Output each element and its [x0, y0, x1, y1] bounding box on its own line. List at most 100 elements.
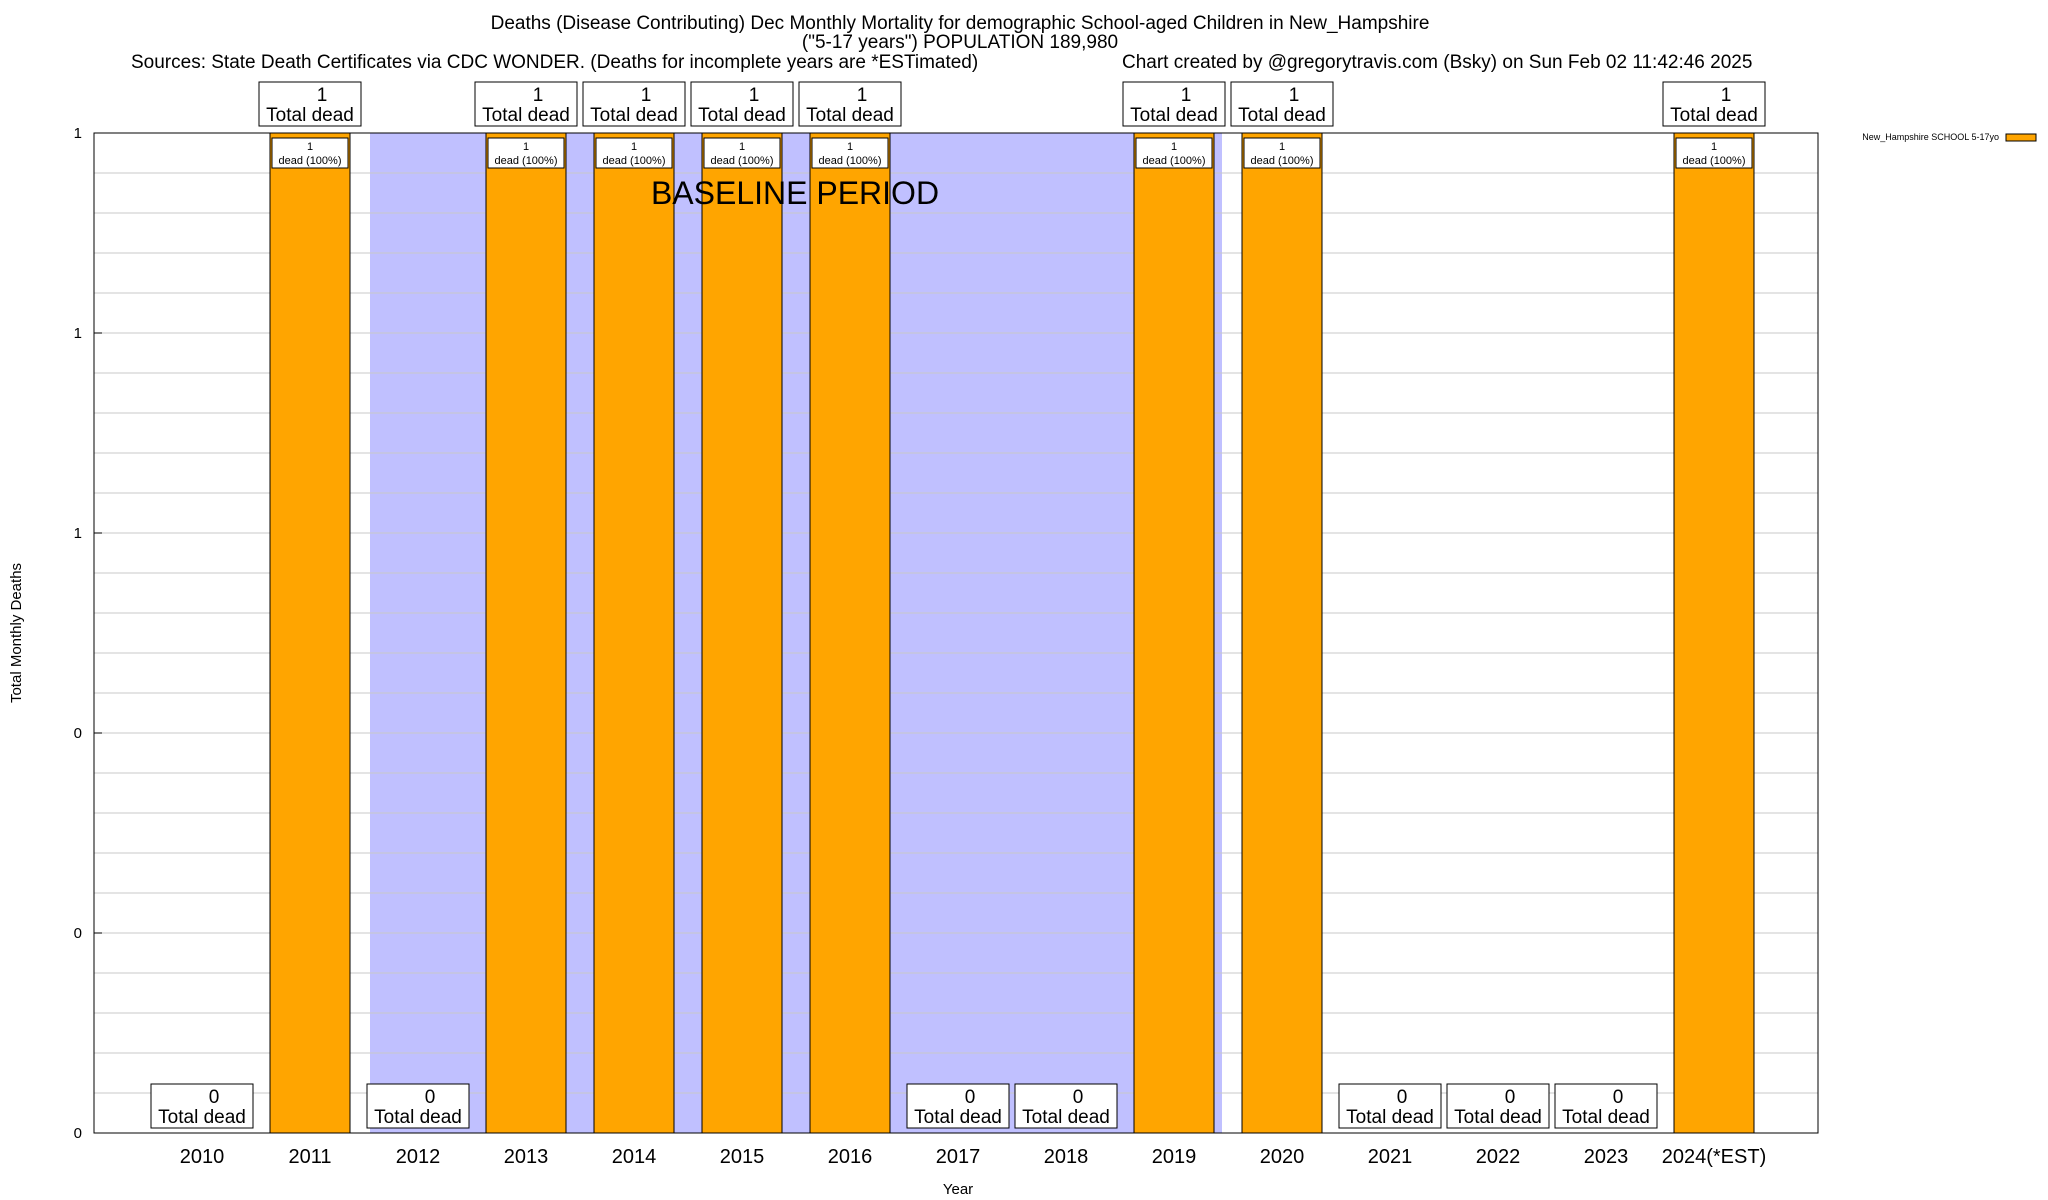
- segment-label-pct: dead (100%): [603, 155, 666, 167]
- bar-2024(*EST): [1673, 132, 1755, 1134]
- x-tick-label: 2014: [612, 1146, 657, 1168]
- total-label-text: Total dead: [1562, 1107, 1650, 1128]
- total-label-text: Total dead: [482, 105, 570, 126]
- segment-label-count: 1: [307, 141, 313, 153]
- total-label-count: 0: [1397, 1087, 1408, 1108]
- bar-2019: [1133, 132, 1215, 1134]
- x-tick-label: 2024(*EST): [1662, 1146, 1767, 1168]
- total-label-count: 1: [1721, 85, 1732, 106]
- segment-label-count: 1: [523, 141, 529, 153]
- x-axis-title: Year: [943, 1181, 973, 1198]
- total-label-count: 1: [317, 85, 328, 106]
- segment-label-box: [1675, 137, 1753, 169]
- x-tick-label: 2020: [1260, 1146, 1305, 1168]
- segment-label-box: [1243, 137, 1321, 169]
- total-label-box: [906, 1083, 1010, 1129]
- segment-label-pct: dead (100%): [1251, 155, 1314, 167]
- segment-label-pct: dead (100%): [495, 155, 558, 167]
- total-label-text: Total dead: [374, 1107, 462, 1128]
- x-tick-label: 2012: [396, 1146, 441, 1168]
- segment-label-box: [487, 137, 565, 169]
- total-label-text: Total dead: [1022, 1107, 1110, 1128]
- total-label-count: 0: [425, 1087, 436, 1108]
- total-label-text: Total dead: [806, 105, 894, 126]
- total-label-text: Total dead: [1454, 1107, 1542, 1128]
- total-label-box: [1230, 81, 1334, 127]
- segment-label-count: 1: [1279, 141, 1285, 153]
- y-tick-label: 0: [74, 725, 82, 742]
- y-tick-label: 0: [74, 925, 82, 942]
- segment-label-box: [271, 137, 349, 169]
- total-label-count: 1: [857, 85, 868, 106]
- x-tick-label: 2018: [1044, 1146, 1089, 1168]
- segment-label-box: [703, 137, 781, 169]
- total-label-count: 1: [1289, 85, 1300, 106]
- total-label-box: [366, 1083, 470, 1129]
- segment-label-pct: dead (100%): [1683, 155, 1746, 167]
- total-label-box: [258, 81, 362, 127]
- sources-note: Sources: State Death Certificates via CD…: [131, 52, 979, 73]
- bar-2016: [809, 132, 891, 1134]
- total-label-text: Total dead: [266, 105, 354, 126]
- total-label-count: 1: [533, 85, 544, 106]
- y-tick-label: 1: [74, 125, 82, 142]
- segment-label-pct: dead (100%): [711, 155, 774, 167]
- total-label-count: 0: [1505, 1087, 1516, 1108]
- total-label-box: [1554, 1083, 1658, 1129]
- total-label-count: 0: [209, 1087, 220, 1108]
- total-label-box: [1662, 81, 1766, 127]
- segment-label-count: 1: [631, 141, 637, 153]
- total-label-box: [1446, 1083, 1550, 1129]
- x-tick-label: 2010: [180, 1146, 225, 1168]
- legend-swatch: [2005, 133, 2037, 142]
- bar-2014: [593, 132, 675, 1134]
- bar-2011: [269, 132, 351, 1134]
- total-label-box: [690, 81, 794, 127]
- total-label-text: Total dead: [698, 105, 786, 126]
- x-tick-label: 2011: [288, 1146, 331, 1168]
- x-tick-label: 2017: [936, 1146, 981, 1168]
- plot-frame: [93, 132, 1819, 1134]
- y-tick-label: 0: [74, 1125, 82, 1142]
- bar-2015: [701, 132, 783, 1134]
- segment-label-count: 1: [1711, 141, 1717, 153]
- x-tick-label: 2021: [1368, 1146, 1413, 1168]
- total-label-text: Total dead: [1130, 105, 1218, 126]
- total-label-text: Total dead: [1238, 105, 1326, 126]
- total-label-count: 1: [641, 85, 652, 106]
- x-tick-label: 2019: [1152, 1146, 1197, 1168]
- bar-2020: [1241, 132, 1323, 1134]
- total-label-text: Total dead: [590, 105, 678, 126]
- x-tick-label: 2015: [720, 1146, 765, 1168]
- total-label-text: Total dead: [1670, 105, 1758, 126]
- total-label-text: Total dead: [158, 1107, 246, 1128]
- total-label-box: [1338, 1083, 1442, 1129]
- segment-label-pct: dead (100%): [819, 155, 882, 167]
- total-label-box: [474, 81, 578, 127]
- chart-subtitle: ("5-17 years") POPULATION 189,980: [801, 32, 1119, 53]
- segment-label-count: 1: [739, 141, 745, 153]
- segment-label-count: 1: [847, 141, 853, 153]
- x-tick-label: 2022: [1476, 1146, 1521, 1168]
- bar-2013: [485, 132, 567, 1134]
- total-label-count: 0: [1613, 1087, 1624, 1108]
- legend-label: New_Hampshire SCHOOL 5-17yo: [1862, 132, 1999, 142]
- segment-label-pct: dead (100%): [279, 155, 342, 167]
- y-tick-label: 1: [74, 325, 82, 342]
- chart-title: Deaths (Disease Contributing) Dec Monthl…: [490, 13, 1430, 34]
- baseline-period-label: BASELINE PERIOD: [651, 175, 939, 211]
- total-label-text: Total dead: [914, 1107, 1002, 1128]
- x-tick-label: 2013: [504, 1146, 549, 1168]
- segment-label-box: [595, 137, 673, 169]
- total-label-box: [1122, 81, 1226, 127]
- total-label-count: 1: [749, 85, 760, 106]
- y-axis-title: Total Monthly Deaths: [8, 563, 25, 703]
- total-label-count: 1: [1181, 85, 1192, 106]
- total-label-text: Total dead: [1346, 1107, 1434, 1128]
- segment-label-box: [1135, 137, 1213, 169]
- total-label-box: [798, 81, 902, 127]
- total-label-box: [582, 81, 686, 127]
- x-tick-label: 2016: [828, 1146, 873, 1168]
- segment-label-box: [811, 137, 889, 169]
